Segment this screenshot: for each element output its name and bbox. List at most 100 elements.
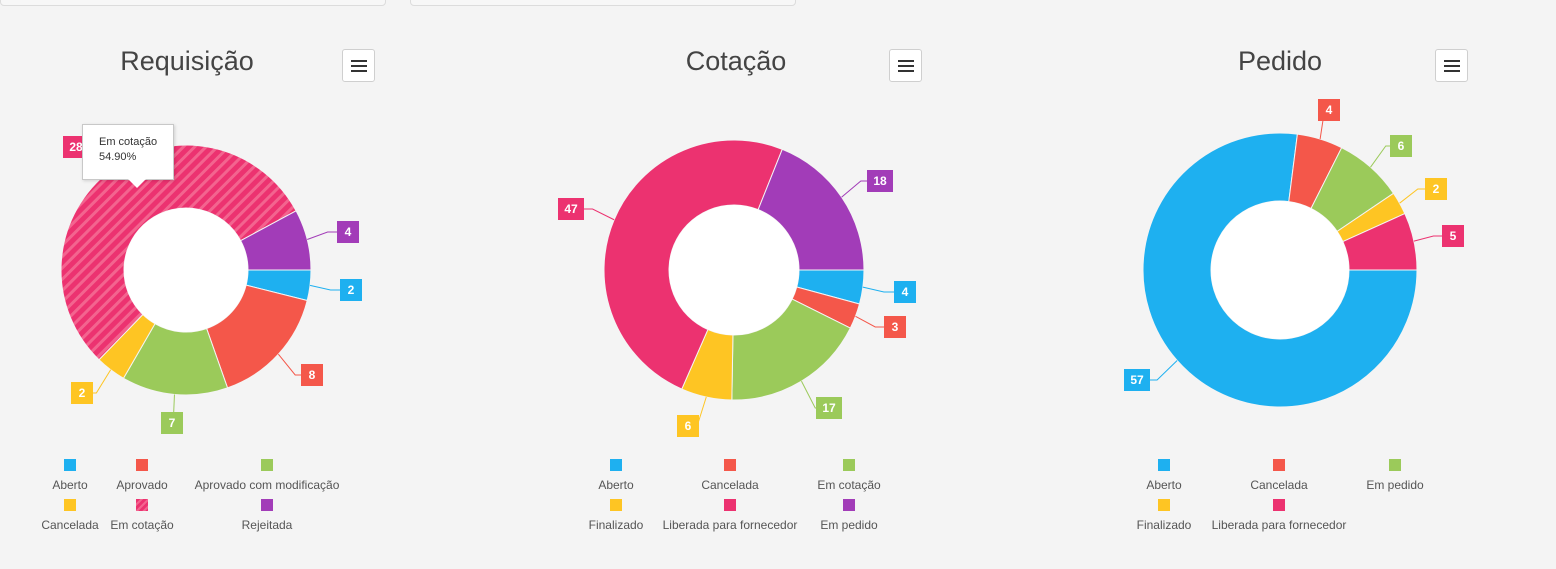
hamburger-icon-bar [1444,65,1460,67]
donut-hole [124,208,248,332]
data-label-box [337,221,359,243]
hamburger-icon-bar [898,65,914,67]
data-label: 57 [1130,373,1144,387]
legend-swatch [610,459,622,471]
legend-item[interactable]: Finalizado [516,499,716,532]
data-label: 6 [685,419,692,433]
data-label: 4 [902,285,909,299]
legend-swatch [1273,459,1285,471]
legend-item[interactable]: Aprovado com modificação [167,459,367,492]
hamburger-icon-bar [898,60,914,62]
data-label-box [1425,178,1447,200]
data-label-box [1390,135,1412,157]
top-input-right[interactable] [410,0,796,6]
hamburger-icon-bar [351,60,367,62]
legend-label: Finalizado [1136,518,1192,532]
data-label-box [1124,369,1150,391]
legend-swatch [64,459,76,471]
data-label-box [71,382,93,404]
data-label: 3 [892,320,899,334]
hamburger-icon-bar [1444,60,1460,62]
data-label-box [301,364,323,386]
legend-item[interactable]: Aberto [0,459,170,492]
legend-swatch [261,499,273,511]
legend-item[interactable]: Finalizado [1064,499,1264,532]
legend-item[interactable]: Cancelada [1179,459,1379,492]
donut-slice[interactable] [239,210,312,271]
donut-hole [1211,201,1349,339]
legend-swatch [1389,459,1401,471]
legend-label: Aberto [598,478,634,492]
legend-item[interactable]: Liberada para fornecedor [1179,499,1379,532]
legend-swatch [261,459,273,471]
legend-item[interactable]: Liberada para fornecedor [630,499,830,532]
data-label: 28 [69,140,83,154]
data-label-box [884,316,906,338]
legend-item[interactable]: Aberto [1064,459,1264,492]
legend-label: Cancelada [1250,478,1308,492]
data-label: 7 [169,416,176,430]
legend-swatch [1158,499,1170,511]
top-input-left[interactable] [0,0,386,6]
chart-title: Pedido [1237,46,1323,76]
legend-swatch [1273,499,1285,511]
data-label-box [340,279,362,301]
legend-label: Aprovado com modificação [194,478,340,492]
legend-item[interactable]: Aberto [516,459,716,492]
data-label: 4 [1326,103,1333,117]
legend-item[interactable]: Em pedido [749,499,949,532]
legend-label: Cancelada [41,518,99,532]
data-label: 2 [79,386,86,400]
data-label: 18 [873,174,887,188]
legend-item[interactable]: Em cotação [749,459,949,492]
legend-swatch [1158,459,1170,471]
legend-label: Finalizado [588,518,644,532]
legend-label: Em cotação [110,518,174,532]
legend-label: Liberada para fornecedor [1211,518,1347,532]
data-label: 8 [309,368,316,382]
legend-item[interactable]: Em cotação [42,499,242,532]
legend-swatch [136,499,148,511]
chart-title: Requisição [120,46,254,76]
data-label: 17 [822,401,836,415]
data-label: 2 [1433,182,1440,196]
legend-label: Rejeitada [241,518,293,532]
data-label-box [1318,99,1340,121]
legend-swatch [724,499,736,511]
chart-panel-pedido: Pedido 57 4 6 2 5 Aberto Cancelada Em pedido Fi… [1060,0,1500,569]
tooltip-series-name: Em cotação [99,136,158,148]
legend-label: Em cotação [817,478,881,492]
legend-swatch [843,499,855,511]
data-label: 5 [1450,229,1457,243]
donut-hole [669,205,799,335]
legend-label: Em pedido [1366,478,1424,492]
legend-swatch [724,459,736,471]
chart-tooltip: Em cotação 54.90% [82,124,175,188]
data-label-box [677,415,699,437]
data-label: 4 [345,225,352,239]
legend-item[interactable]: Em pedido [1295,459,1495,492]
legend-label: Cancelada [701,478,759,492]
donut-chart[interactable]: 57 4 6 2 5 [1060,0,1500,569]
legend-item[interactable]: Aprovado [42,459,242,492]
legend-item[interactable]: Cancelada [0,499,170,532]
hamburger-icon-bar [898,70,914,72]
chart-panel-requisicao: Requisição 2 8 7 2 28 4 Em cotação 54.90% Abe… [0,0,440,569]
legend-swatch [610,499,622,511]
chart-title: Cotação [685,46,787,76]
chart-menu-button[interactable] [889,49,922,82]
donut-chart[interactable]: 4 3 17 6 47 18 [516,0,956,569]
legend-item[interactable]: Rejeitada [167,499,367,532]
hamburger-icon-bar [351,70,367,72]
chart-panel-cotacao: Cotação 4 3 17 6 47 18 Aberto Cancelada Em cota… [516,0,956,569]
legend-item[interactable]: Cancelada [630,459,830,492]
chart-menu-button[interactable] [342,49,375,82]
hamburger-icon-bar [1444,70,1460,72]
legend-label: Liberada para fornecedor [662,518,798,532]
legend-swatch [136,459,148,471]
data-label-box [1442,225,1464,247]
data-label-box [867,170,893,192]
chart-menu-button[interactable] [1435,49,1468,82]
data-label: 6 [1398,139,1405,153]
